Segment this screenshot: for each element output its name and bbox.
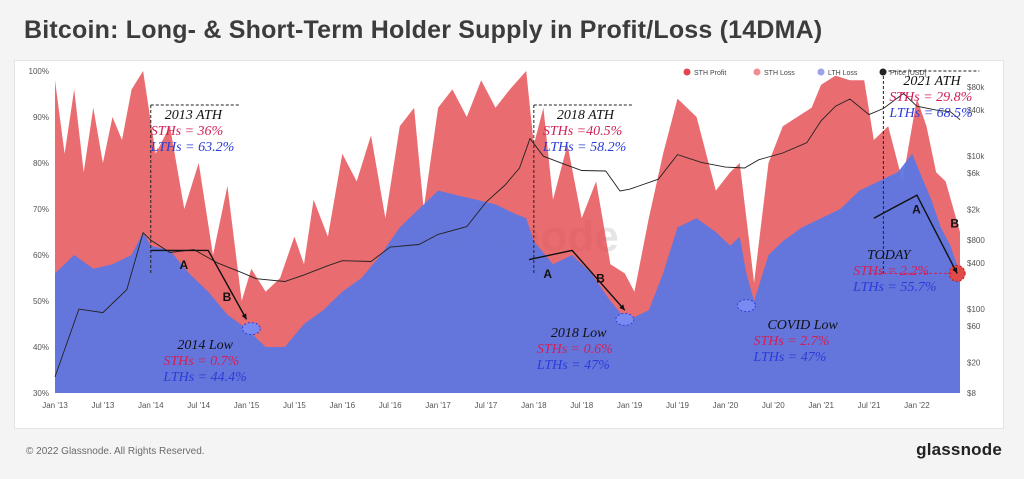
- y-right-tick-label: $60: [967, 322, 981, 331]
- annotation-lth: LTHs = 47%: [752, 350, 826, 365]
- annotation-sth: STHs = 29.8%: [889, 90, 972, 105]
- x-tick-label: Jul '21: [858, 401, 881, 410]
- x-tick-label: Jul '19: [666, 401, 689, 410]
- legend-swatch: [683, 68, 691, 76]
- y-left-tick-label: 80%: [33, 159, 49, 168]
- annotation-title: 2013 ATH: [165, 108, 223, 123]
- point-label-b: B: [596, 272, 605, 286]
- y-left-tick-label: 30%: [33, 389, 49, 398]
- y-right-tick-label: $6k: [967, 169, 981, 178]
- trend-arrowhead: [241, 313, 247, 320]
- annotation-title: 2014 Low: [177, 338, 233, 353]
- legend-label: STH Loss: [764, 70, 795, 77]
- x-tick-label: Jan '22: [904, 401, 930, 410]
- y-right-tick-label: $40k: [967, 106, 985, 115]
- legend-label: STH Profit: [694, 70, 726, 77]
- x-tick-label: Jul '17: [475, 401, 498, 410]
- point-label-a: A: [179, 258, 188, 272]
- legend-swatch: [753, 68, 761, 76]
- y-left-tick-label: 70%: [33, 205, 49, 214]
- x-tick-label: Jan '15: [234, 401, 260, 410]
- x-tick-label: Jul '14: [187, 401, 210, 410]
- annotation-title: 2021 ATH: [903, 74, 961, 89]
- y-left-tick-label: 50%: [33, 297, 49, 306]
- y-left-tick-label: 60%: [33, 251, 49, 260]
- y-right-tick-label: $800: [967, 236, 985, 245]
- annotation-sth: STHs = 2.2%: [853, 264, 929, 279]
- trend-arrowhead: [619, 304, 625, 311]
- y-right-tick-label: $8: [967, 389, 976, 398]
- annotation-sth: STHs = 0.6%: [537, 342, 613, 357]
- trend-arrow: [150, 249, 248, 320]
- y-left-tick-label: 90%: [33, 113, 49, 122]
- glassnode-logo: glassnode: [916, 440, 1002, 459]
- trend-arrowhead: [952, 267, 958, 274]
- x-tick-label: Jan '20: [713, 401, 739, 410]
- y-left-tick-label: 100%: [29, 67, 49, 76]
- point-label-a: A: [912, 203, 921, 217]
- x-tick-label: Jan '18: [521, 401, 547, 410]
- point-label-b: B: [950, 216, 959, 230]
- y-right-tick-label: $80k: [967, 83, 985, 92]
- annotation-lth: LTHs = 47%: [536, 358, 610, 373]
- x-tick-label: Jan '16: [330, 401, 356, 410]
- lth-profit-area: [55, 153, 960, 393]
- low-marker: [241, 322, 261, 336]
- annotation-sth: STHs =40.5%: [543, 124, 622, 139]
- y-right-tick-label: $10k: [967, 152, 985, 161]
- x-tick-label: Jul '15: [283, 401, 306, 410]
- x-tick-label: Jul '20: [762, 401, 785, 410]
- x-tick-label: Jul '18: [570, 401, 593, 410]
- annotation-lth: LTHs = 55.7%: [852, 280, 936, 295]
- legend-label: Price [USD]: [890, 70, 927, 77]
- x-tick-label: Jan '17: [425, 401, 451, 410]
- copyright-text: © 2022 Glassnode. All Rights Reserved.: [26, 446, 205, 457]
- annotation-lth: LTHs = 58.2%: [542, 140, 626, 155]
- y-right-tick-label: $2k: [967, 206, 981, 215]
- x-tick-label: Jul '16: [379, 401, 402, 410]
- point-label-b: B: [223, 290, 232, 304]
- legend-swatch: [817, 68, 825, 76]
- annotation-sth: STHs = 2.7%: [753, 334, 829, 349]
- low-marker: [736, 299, 756, 313]
- area-layer: [55, 71, 960, 393]
- annotation-lth: LTHs = 63.2%: [150, 140, 234, 155]
- y-right-tick-label: $20: [967, 359, 981, 368]
- annotation-sth: STHs = 36%: [151, 124, 223, 139]
- axes-layer: Jan '13 Jul '13 Jan '14 Jul '14 Jan '15 Jul '…: [29, 67, 986, 410]
- legend-label: LTH Loss: [828, 70, 858, 77]
- annotation-sth: STHs = 0.7%: [163, 354, 239, 369]
- low-marker: [615, 312, 635, 326]
- annotation-title: 2018 Low: [551, 326, 607, 341]
- annotation-lth: LTHs = 68.5%: [888, 106, 972, 121]
- annotation-title: TODAY: [867, 248, 913, 263]
- y-left-tick-label: 40%: [33, 343, 49, 352]
- annotation-lth: LTHs = 44.4%: [162, 370, 246, 385]
- x-tick-label: Jan '14: [138, 401, 164, 410]
- x-tick-label: Jul '13: [91, 401, 114, 410]
- legend: STH Profit STH Loss LTH Loss Price [USD]: [683, 68, 927, 77]
- x-tick-label: Jan '19: [617, 401, 643, 410]
- annotation-title: COVID Low: [767, 318, 838, 333]
- y-right-tick-label: $100: [967, 305, 985, 314]
- trend-arrow: [873, 194, 958, 274]
- page-title: Bitcoin: Long- & Short-Term Holder Suppl…: [24, 16, 823, 44]
- y-right-tick-label: $400: [967, 259, 985, 268]
- x-tick-label: Jan '13: [42, 401, 68, 410]
- point-label-a: A: [543, 267, 552, 281]
- trend-arrow: [528, 249, 626, 311]
- x-tick-label: Jan '21: [808, 401, 834, 410]
- annotation-title: 2018 ATH: [557, 108, 615, 123]
